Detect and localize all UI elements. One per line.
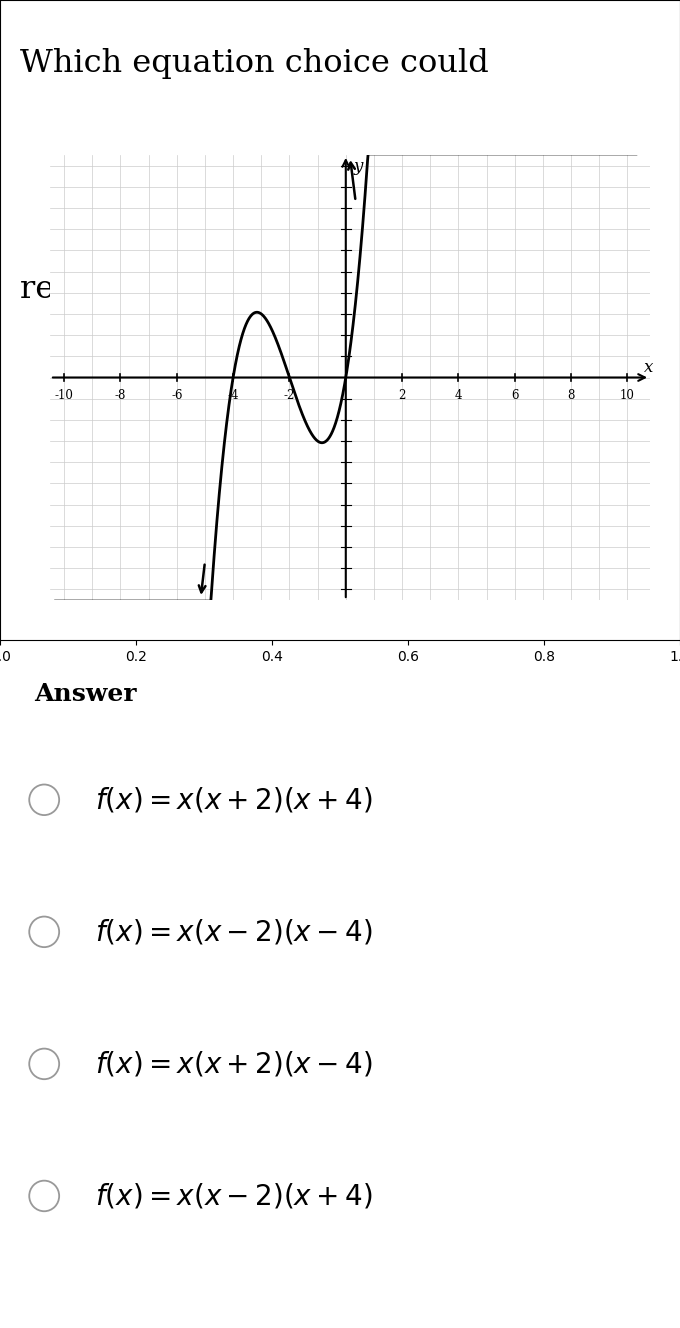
Text: 6: 6 xyxy=(511,389,519,402)
Text: x: x xyxy=(645,360,653,376)
Text: -6: -6 xyxy=(171,389,182,402)
Text: $f(x) = x(x + 2)(x + 4)$: $f(x) = x(x + 2)(x + 4)$ xyxy=(95,785,373,814)
Text: Answer: Answer xyxy=(34,681,137,705)
Text: -2: -2 xyxy=(284,389,295,402)
Text: -8: -8 xyxy=(115,389,126,402)
Text: $f(x) = x(x - 2)(x + 4)$: $f(x) = x(x - 2)(x + 4)$ xyxy=(95,1182,373,1210)
Text: Which equation choice could: Which equation choice could xyxy=(20,48,489,80)
Text: -4: -4 xyxy=(227,389,239,402)
Text: $f(x) = x(x + 2)(x - 4)$: $f(x) = x(x + 2)(x - 4)$ xyxy=(95,1049,373,1078)
Text: 10: 10 xyxy=(620,389,635,402)
Text: 8: 8 xyxy=(567,389,575,402)
Text: -10: -10 xyxy=(54,389,73,402)
Text: 4: 4 xyxy=(455,389,462,402)
Text: $f(x) = x(x - 2)(x - 4)$: $f(x) = x(x - 2)(x - 4)$ xyxy=(95,918,373,947)
Text: represent the graph shown below?: represent the graph shown below? xyxy=(20,274,585,305)
Text: 2: 2 xyxy=(398,389,406,402)
Text: y: y xyxy=(354,158,363,175)
